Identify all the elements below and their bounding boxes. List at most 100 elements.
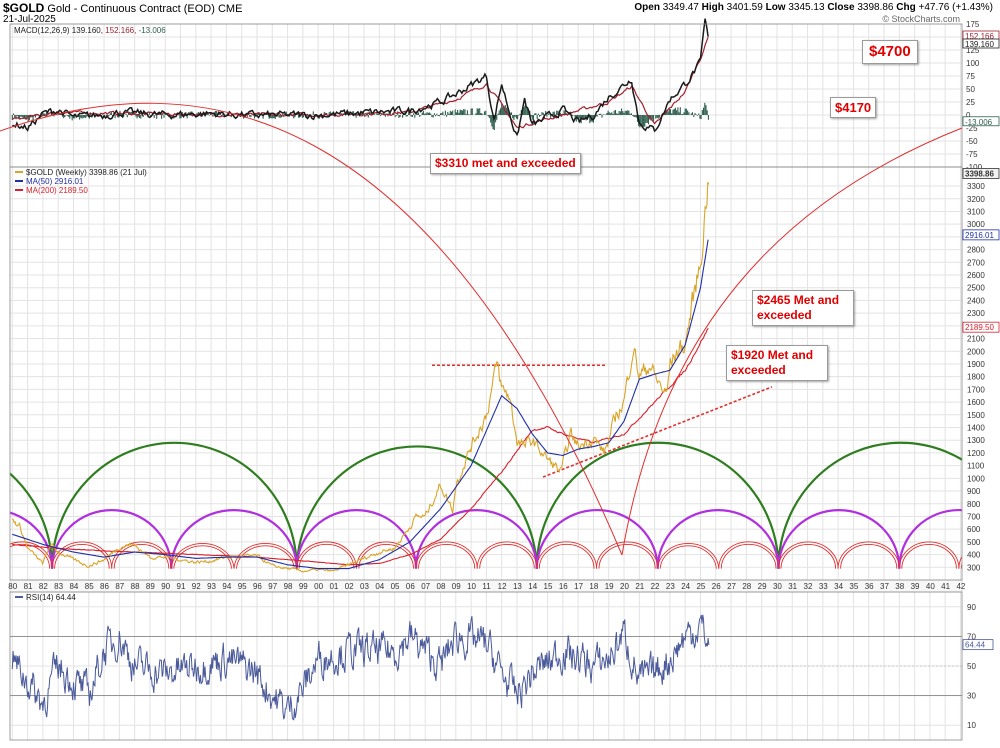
x-tick-label: 81: [24, 582, 33, 591]
x-tick-label: 80: [8, 582, 17, 591]
x-tick-label: 89: [146, 582, 155, 591]
red-cycle-arc: [901, 543, 957, 569]
red-cycle-arc: [355, 541, 417, 569]
red-cycle-arc: [780, 543, 837, 569]
purple-cycle-arc: [414, 509, 538, 569]
x-tick-label: 02: [345, 582, 354, 591]
price-tick-label: 1100: [967, 462, 985, 471]
x-tick-label: 20: [620, 582, 629, 591]
price-tick-label: 3100: [967, 207, 985, 216]
x-tick-label: 93: [207, 582, 216, 591]
x-tick-label: 87: [115, 582, 124, 591]
purple-cycle-arc: [898, 508, 962, 569]
x-tick-label: 33: [819, 582, 828, 591]
ohlc-readout: Open 3349.47 High 3401.59 Low 3345.13 Cl…: [634, 2, 993, 13]
price-tick-label: 1500: [967, 411, 985, 420]
red-cycle-arc: [54, 543, 110, 569]
red-cycle-arc: [296, 541, 357, 569]
x-tick-label: 36: [865, 582, 874, 591]
x-tick-label: 00: [314, 582, 323, 591]
green-cycle-arc: [51, 441, 298, 569]
x-tick-label: 22: [651, 582, 660, 591]
macd-legend-part: 139.160,: [72, 26, 105, 35]
red-cycle-arc: [538, 543, 595, 569]
x-tick-label: 06: [406, 582, 415, 591]
exchange: CME: [217, 3, 243, 15]
red-cycle-arc: [51, 541, 113, 569]
green-cycle-arc: [777, 441, 962, 569]
price-tick-label: 2500: [967, 284, 985, 293]
macd-tick-label: 175: [966, 20, 980, 29]
price-tick-label: 900: [967, 487, 981, 496]
price-tick-label: 3300: [967, 182, 985, 191]
purple-cycle-arc: [51, 509, 173, 569]
x-tick-label: 03: [360, 582, 369, 591]
macd-value-tag-text: -13.006: [965, 118, 993, 127]
red-cycle-arc: [113, 543, 170, 569]
purple-cycle-arc: [535, 508, 659, 569]
macd-legend: MACD(12,26,9) 139.160, 152.166, -13.006: [14, 26, 166, 35]
macd-tick-label: 0: [966, 111, 971, 120]
rsi-panel: RSI(14) 64.44 10 30 50 70 90 64.44: [10, 593, 994, 730]
rsi-tick-label: 70: [967, 632, 976, 641]
price-panel: $GOLD (Weekly) 3398.86 (21 Jul)MA(50) 29…: [10, 168, 1000, 573]
x-tick-label: 13: [513, 582, 522, 591]
red-cycle-arc: [233, 543, 298, 569]
price-tick-label: 1300: [967, 436, 985, 445]
x-tick-label: 34: [834, 582, 843, 591]
x-tick-label: 86: [100, 582, 109, 591]
price-tick-label: 800: [967, 500, 981, 509]
x-tick-label: 91: [177, 582, 186, 591]
rsi-tick-label: 30: [967, 692, 976, 701]
macd-legend-part: 152.166,: [105, 26, 138, 35]
price-tick-label: 300: [967, 563, 981, 572]
high-value: 3401.59: [726, 2, 763, 13]
price-tick-label: 2000: [967, 347, 985, 356]
x-tick-label: 10: [467, 582, 476, 591]
red-cycle-arc: [236, 545, 295, 569]
x-tick-label: 82: [39, 582, 48, 591]
x-tick-label: 09: [452, 582, 461, 591]
price-value-tag: [962, 321, 1000, 333]
open-value: 3349.47: [662, 2, 699, 13]
support-dashed-line: [542, 386, 773, 478]
price-tick-label: 2600: [967, 271, 985, 280]
x-tick-label: 88: [131, 582, 140, 591]
rsi-legend: RSI(14) 64.44: [26, 593, 76, 602]
price-tick-label: 1400: [967, 424, 985, 433]
close-value: 3398.86: [857, 2, 894, 13]
red-cycle-arc: [111, 541, 172, 569]
red-cycle-arc: [479, 543, 535, 569]
purple-cycle-arc: [10, 511, 54, 569]
price-tick-label: 2700: [967, 258, 985, 267]
price-tick-label: 1800: [967, 373, 985, 382]
x-tick-label: 84: [69, 582, 78, 591]
macd-histogram: [11, 102, 709, 130]
green-cycle-arc: [295, 445, 538, 569]
x-tick-label: 15: [544, 582, 553, 591]
purple-cycle-arc: [777, 509, 901, 569]
red-cycle-arc: [778, 541, 839, 569]
rsi-frame: [9, 591, 963, 741]
macd-tick-label: -25: [966, 124, 978, 133]
gold-price-line: [11, 181, 710, 573]
price-value-tag: [962, 229, 1000, 241]
red-cycle-arc: [720, 543, 777, 569]
x-tick-label: 19: [605, 582, 614, 591]
price-legend-entry: MA(200) 2189.50: [26, 186, 88, 195]
x-tick-label: 25: [696, 582, 705, 591]
x-tick-label: 04: [375, 582, 384, 591]
x-tick-label: 32: [804, 582, 813, 591]
x-tick-label: 97: [268, 582, 277, 591]
red-cycle-arc: [418, 543, 476, 569]
macd-value-tag: [962, 116, 1000, 127]
price-value-tag: [962, 168, 1000, 179]
target-4700-label: $4700: [862, 40, 918, 64]
target-4170-label: $4170: [830, 97, 877, 118]
red-cycle-arc: [298, 543, 355, 569]
x-tick-label: 38: [895, 582, 904, 591]
x-tick-label: 41: [941, 582, 950, 591]
x-tick-label: 08: [437, 582, 446, 591]
rsi-value-tag-text: 64.44: [965, 641, 986, 650]
x-tick-label: 40: [926, 582, 935, 591]
